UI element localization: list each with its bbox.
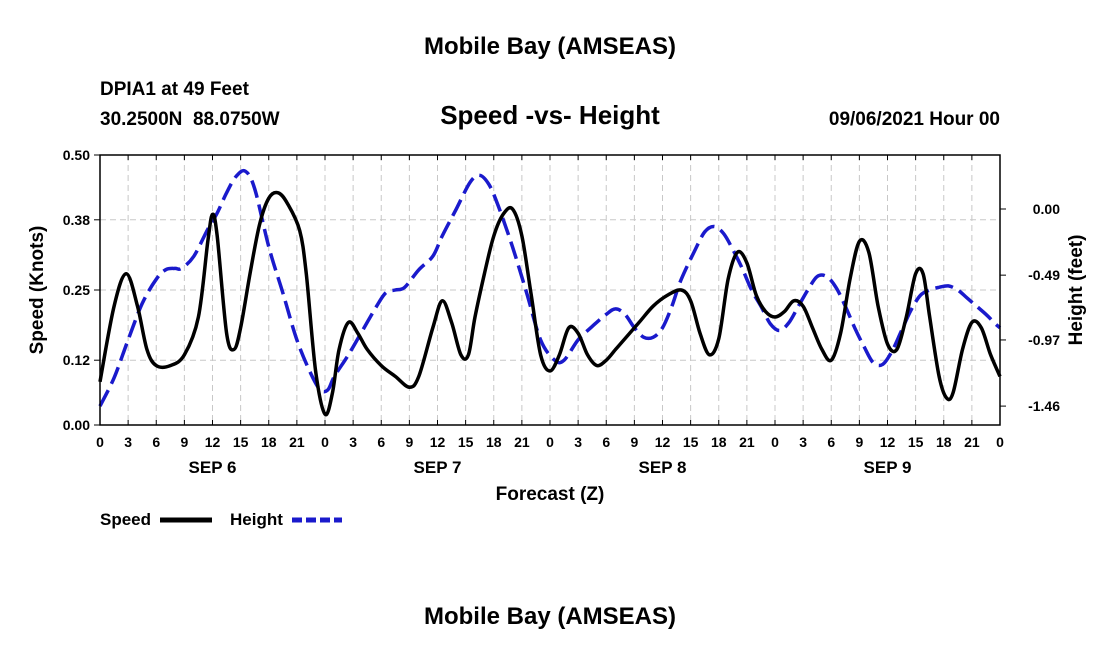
x-tick-label: 6 (377, 434, 385, 450)
y-right-tick-label: -0.49 (1028, 267, 1060, 283)
legend-label-height: Height (230, 510, 283, 529)
grid-lines (100, 155, 1000, 425)
x-tick-label: 0 (996, 434, 1004, 450)
x-tick-label: 3 (574, 434, 582, 450)
y-left-tick-label: 0.38 (63, 212, 90, 228)
x-tick-label: 18 (486, 434, 502, 450)
x-day-label: SEP 7 (414, 458, 462, 477)
y-left-tick-label: 0.12 (63, 352, 90, 368)
station-line: DPIA1 at 49 Feet (100, 79, 250, 100)
x-day-label: SEP 9 (864, 458, 912, 477)
x-tick-label: 6 (602, 434, 610, 450)
x-tick-label: 18 (711, 434, 727, 450)
y-left-tick-label: 0.50 (63, 147, 90, 163)
y-axis-left-label: Speed (Knots) (27, 226, 48, 355)
x-tick-label: 9 (855, 434, 863, 450)
x-tick-label: 12 (430, 434, 446, 450)
chart-subtitle: Speed -vs- Height (440, 100, 660, 130)
series-line-height (98, 168, 1002, 407)
x-tick-label: 9 (630, 434, 638, 450)
x-tick-label: 15 (683, 434, 699, 450)
x-tick-label: 18 (936, 434, 952, 450)
x-tick-label: 3 (124, 434, 132, 450)
x-tick-label: 0 (771, 434, 779, 450)
x-tick-label: 21 (514, 434, 530, 450)
x-tick-label: 0 (96, 434, 104, 450)
legend: Speed Height (100, 510, 342, 529)
x-tick-label: 21 (964, 434, 980, 450)
legend-label-speed: Speed (100, 510, 151, 529)
y-left-tick-label: 0.25 (63, 282, 90, 298)
x-tick-label: 15 (458, 434, 474, 450)
x-tick-label: 6 (152, 434, 160, 450)
coords-line: 30.2500N 88.0750W (100, 109, 280, 130)
series-line-speed (98, 190, 1002, 417)
x-tick-label: 9 (180, 434, 188, 450)
axis-ticks: 0 3 6 9 12 15 18 21 0 3 6 9 12 15 18 21 0 3 6 9 12 15 18 21 0 3 6 9… (63, 147, 1060, 477)
x-tick-label: 6 (827, 434, 835, 450)
x-tick-label: 12 (655, 434, 671, 450)
x-tick-label: 21 (739, 434, 755, 450)
x-day-label: SEP 8 (639, 458, 687, 477)
y-right-tick-label: 0.00 (1033, 201, 1060, 217)
x-tick-label: 18 (261, 434, 277, 450)
chart-title-bottom: Mobile Bay (AMSEAS) (424, 603, 676, 630)
y-axis-right-label: Height (feet) (1066, 235, 1087, 346)
x-tick-label: 0 (546, 434, 554, 450)
x-tick-label: 12 (880, 434, 896, 450)
x-tick-label: 15 (908, 434, 924, 450)
x-tick-label: 3 (799, 434, 807, 450)
y-left-tick-label: 0.00 (63, 417, 90, 433)
x-tick-label: 15 (233, 434, 249, 450)
forecast-datetime: 09/06/2021 Hour 00 (829, 109, 1000, 130)
x-day-label: SEP 6 (189, 458, 237, 477)
chart-title-top: Mobile Bay (AMSEAS) (424, 33, 676, 60)
series-layer (98, 168, 1002, 417)
x-tick-label: 3 (349, 434, 357, 450)
x-tick-label: 0 (321, 434, 329, 450)
x-tick-label: 9 (405, 434, 413, 450)
x-tick-label: 21 (289, 434, 305, 450)
y-right-tick-label: -1.46 (1028, 398, 1060, 414)
x-tick-label: 12 (205, 434, 221, 450)
y-right-tick-label: -0.97 (1028, 332, 1060, 348)
x-axis-label: Forecast (Z) (496, 484, 605, 505)
